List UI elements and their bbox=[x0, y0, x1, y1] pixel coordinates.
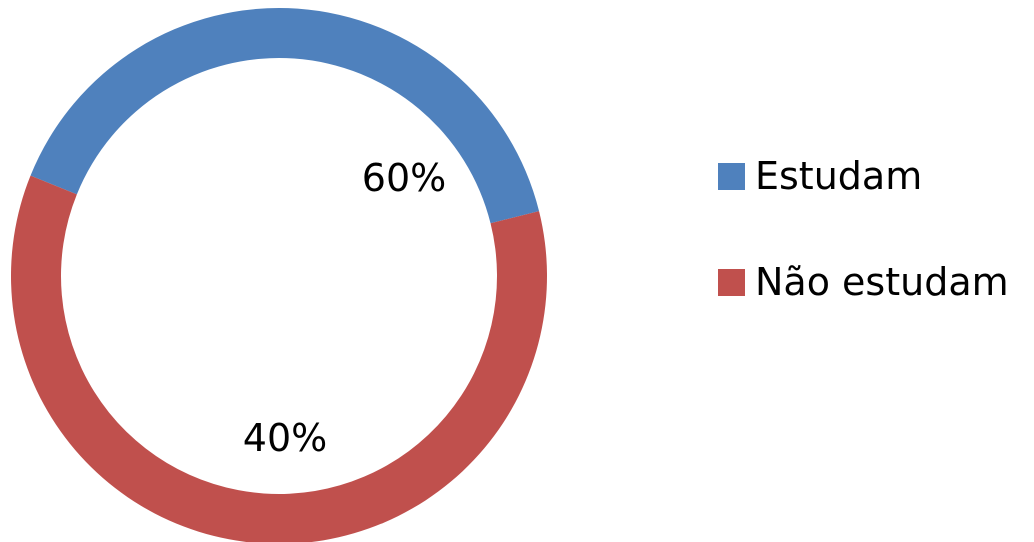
legend-label-nao-estudam: Não estudam bbox=[755, 260, 1009, 304]
legend: Estudam Não estudam bbox=[718, 148, 1028, 360]
legend-item-nao-estudam: Não estudam bbox=[718, 254, 1028, 310]
callout-pointer-estudam bbox=[155, 430, 214, 468]
slice-nao-estudam bbox=[11, 175, 547, 542]
slice-estudam bbox=[30, 8, 540, 224]
labels-layer: 40% 60% bbox=[243, 156, 446, 460]
legend-swatch-estudam bbox=[718, 162, 745, 190]
callouts-layer bbox=[155, 207, 492, 468]
callout-pointer-nao-estudam bbox=[422, 207, 492, 256]
data-label-nao-estudam: 60% bbox=[362, 156, 446, 200]
slices-layer bbox=[11, 8, 547, 542]
legend-item-estudam: Estudam bbox=[718, 148, 1028, 204]
doughnut-chart: 40% 60% bbox=[11, 8, 547, 542]
legend-label-estudam: Estudam bbox=[755, 154, 923, 198]
legend-swatch-nao-estudam bbox=[718, 268, 745, 296]
data-label-estudam: 40% bbox=[243, 416, 327, 460]
